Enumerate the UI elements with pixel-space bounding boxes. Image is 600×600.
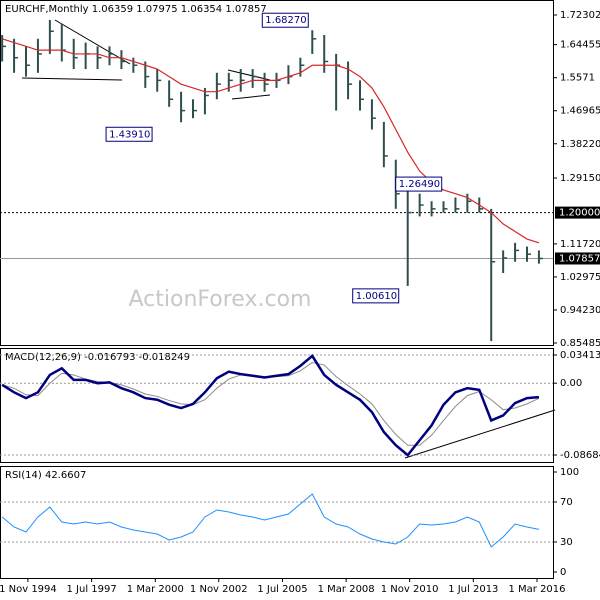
y-tick-label: 1.02975	[560, 272, 600, 283]
y-tick-label: -0.086849	[560, 450, 600, 461]
price-frame	[0, 0, 554, 346]
panel-title: RSI(14) 42.6607	[5, 470, 86, 481]
annotation: 1.68270	[265, 15, 306, 26]
indicator-line	[2, 362, 540, 446]
trendline	[21, 77, 123, 81]
y-tick-label: 1.38220	[560, 139, 600, 150]
x-tick-label: 1 Mar 2008	[318, 584, 375, 595]
x-tick-label: 1 Nov 2010	[381, 584, 439, 595]
annotation-box	[352, 288, 400, 304]
level-label-box	[555, 206, 600, 219]
x-tick-label: 1 Nov 1994	[0, 584, 57, 595]
indicator-line	[1, 493, 540, 548]
annotation: 1.26490	[399, 179, 440, 190]
y-tick-label: 100	[560, 467, 579, 478]
trendline	[54, 19, 131, 65]
y-tick-label: 0.94230	[560, 305, 600, 316]
annotation-box	[395, 176, 443, 192]
level-label: 1.20000	[559, 208, 600, 219]
annotation-box	[261, 12, 309, 28]
level-label-box	[555, 252, 600, 265]
y-tick-label: 1.29150	[560, 173, 600, 184]
x-tick-label: 1 Jul 1997	[66, 584, 116, 595]
y-tick-label: 70	[560, 497, 573, 508]
trendline	[227, 69, 271, 81]
moving-average	[1, 38, 540, 244]
y-tick-label: 1.5571	[560, 73, 595, 84]
annotation-box	[105, 126, 153, 142]
annotation: 1.43910	[109, 129, 150, 140]
y-tick-label: 30	[560, 537, 573, 548]
macd-frame	[0, 348, 554, 463]
y-tick-label: 1.46965	[560, 106, 600, 117]
y-tick-label: 0.00	[560, 378, 582, 389]
x-tick-label: 1 Jul 2013	[448, 584, 498, 595]
level-label: 1.07857	[559, 253, 600, 264]
y-tick-label: 0.034137	[560, 350, 600, 361]
panel-title: EURCHF,Monthly 1.06359 1.07975 1.06354 1…	[5, 4, 267, 15]
x-tick-label: 1 Nov 2002	[190, 584, 248, 595]
y-tick-label: 1.11720	[560, 239, 600, 250]
trendline	[231, 94, 271, 100]
y-tick-label: 0.85485	[560, 338, 600, 349]
y-tick-label: 1.72302	[560, 10, 600, 21]
x-tick-label: 1 Jul 2005	[257, 584, 307, 595]
rsi-frame	[0, 466, 554, 579]
trendlines	[21, 19, 556, 459]
annotation: 1.00610	[356, 291, 397, 302]
indicator-line	[1, 354, 540, 457]
panel-title: MACD(12,26,9) -0.016793 -0.018249	[5, 352, 190, 363]
y-tick-label: 0	[560, 567, 566, 578]
trendline	[404, 409, 556, 459]
x-tick-label: 1 Mar 2000	[127, 584, 184, 595]
y-tick-label: 1.64455	[560, 40, 600, 51]
x-tick-label: 1 Mar 2016	[508, 584, 565, 595]
watermark: ActionForex.com	[129, 287, 312, 312]
